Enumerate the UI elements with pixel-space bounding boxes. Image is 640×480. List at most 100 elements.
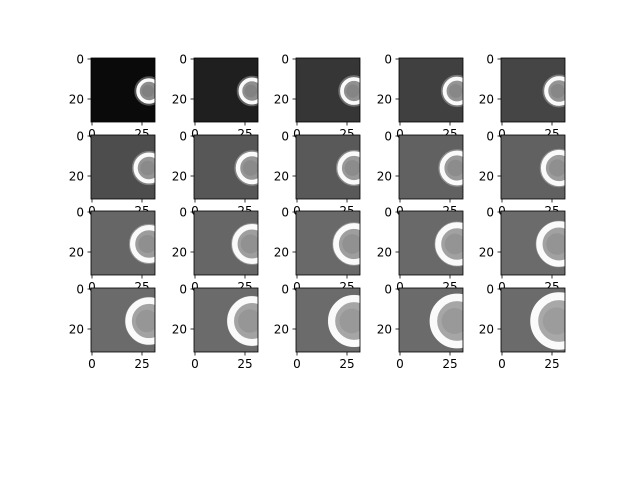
y-tick-label: 0	[384, 205, 392, 219]
ring-halo	[542, 74, 565, 108]
inner-disk	[141, 84, 154, 98]
y-tick-label: 0	[281, 129, 289, 143]
x-tick-label: 25	[442, 357, 457, 371]
y-tick-label: 20	[172, 322, 187, 336]
y-tick-label: 0	[76, 52, 84, 66]
x-tick-label: 0	[191, 357, 199, 371]
dark-arc	[158, 232, 163, 257]
inner-disk	[342, 234, 360, 254]
dark-arc	[465, 157, 469, 180]
axes-frame	[90, 134, 156, 200]
y-tick-label: 0	[179, 205, 187, 219]
inner-disk	[444, 233, 463, 255]
axes-frame	[193, 57, 259, 123]
axes-frame	[193, 287, 259, 353]
inner-disk	[244, 84, 258, 98]
image-frame	[399, 288, 463, 352]
y-tick-label: 20	[479, 169, 494, 183]
y-tick-label: 20	[377, 322, 392, 336]
dark-arc	[264, 305, 270, 337]
axes-frame	[295, 134, 361, 200]
axes-frame	[295, 57, 361, 123]
inner-disk	[441, 308, 463, 334]
y-tick-label: 20	[377, 169, 392, 183]
ring-halo	[440, 74, 463, 108]
y-tick-label: 20	[274, 322, 289, 336]
dark-arc	[155, 83, 158, 100]
x-tick-label: 0	[396, 127, 404, 141]
inner-disk	[135, 309, 155, 333]
x-tick-label: 25	[339, 357, 354, 371]
y-tick-label: 0	[76, 205, 84, 219]
image-frame	[91, 58, 158, 122]
ring-halo	[338, 75, 360, 107]
dark-arc	[566, 81, 570, 100]
image-frame	[194, 211, 258, 275]
axes-frame	[295, 210, 361, 276]
axes-frame	[398, 134, 464, 200]
y-tick-label: 20	[69, 322, 84, 336]
axes-frame	[90, 210, 156, 276]
dark-arc	[467, 230, 472, 258]
inner-disk	[542, 307, 565, 335]
y-tick-label: 20	[69, 245, 84, 259]
y-tick-label: 0	[179, 282, 187, 296]
image-frame	[501, 135, 565, 199]
image-frame	[296, 211, 360, 275]
y-tick-label: 0	[384, 129, 392, 143]
x-tick-label: 0	[396, 280, 404, 294]
dark-arc	[573, 302, 580, 339]
image-frame	[91, 135, 160, 199]
y-tick-label: 20	[479, 92, 494, 106]
image-frame	[399, 211, 472, 275]
y-tick-label: 0	[384, 52, 392, 66]
axes-frame	[90, 57, 156, 123]
y-tick-label: 0	[486, 282, 494, 296]
image-frame	[501, 58, 570, 122]
y-tick-label: 20	[377, 92, 392, 106]
dark-arc	[156, 158, 160, 178]
inner-disk	[546, 233, 565, 255]
x-tick-label: 25	[237, 357, 252, 371]
ring-halo	[131, 150, 155, 186]
dark-arc	[362, 157, 366, 179]
image-frame	[194, 135, 264, 199]
y-tick-label: 20	[274, 245, 289, 259]
y-tick-label: 20	[172, 245, 187, 259]
subplot-20: 0 25 0 20	[479, 282, 580, 371]
subplot-17: 0 25 0 20	[172, 282, 270, 371]
axes-frame	[90, 287, 156, 353]
image-frame	[296, 288, 372, 352]
axes-frame	[295, 287, 361, 353]
dark-arc	[260, 158, 264, 179]
y-tick-label: 20	[377, 245, 392, 259]
inner-disk	[240, 234, 258, 254]
x-tick-label: 0	[498, 357, 506, 371]
y-tick-label: 20	[479, 322, 494, 336]
image-frame	[399, 135, 469, 199]
image-frame	[501, 288, 580, 352]
x-tick-label: 25	[544, 357, 559, 371]
x-tick-label: 0	[88, 127, 96, 141]
x-tick-label: 0	[191, 280, 199, 294]
axes-frame	[193, 210, 259, 276]
axes-frame	[398, 287, 464, 353]
y-tick-label: 0	[281, 52, 289, 66]
y-tick-label: 20	[479, 245, 494, 259]
inner-disk	[346, 84, 360, 98]
dark-arc	[464, 82, 467, 101]
x-tick-label: 0	[88, 357, 96, 371]
image-frame	[296, 58, 360, 122]
y-tick-label: 0	[486, 129, 494, 143]
image-frame	[501, 211, 565, 275]
x-tick-label: 0	[498, 280, 506, 294]
dark-arc	[366, 304, 372, 338]
y-tick-label: 20	[69, 169, 84, 183]
image-frame	[91, 288, 155, 352]
